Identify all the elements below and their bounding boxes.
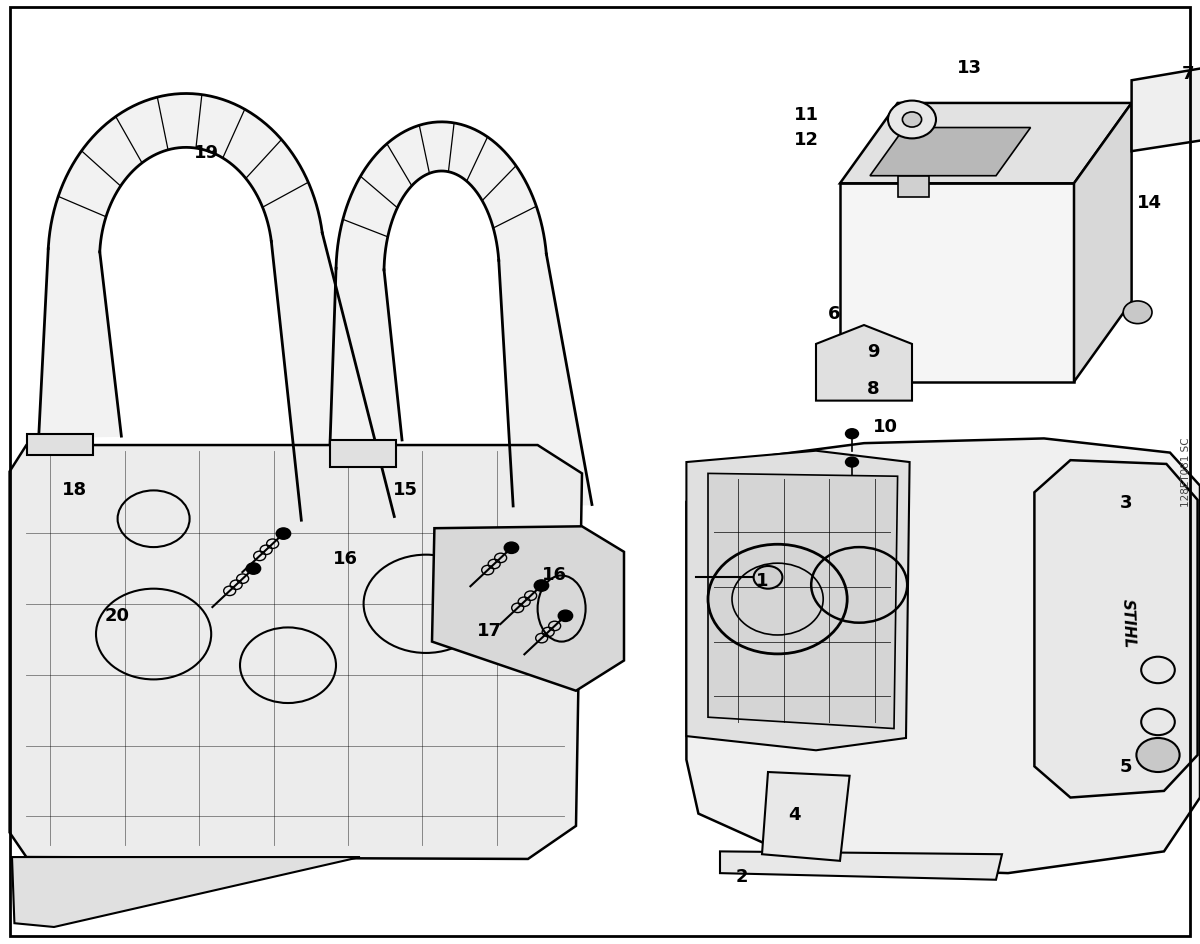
Text: 7: 7 — [1182, 64, 1194, 83]
Circle shape — [246, 564, 260, 575]
Polygon shape — [1034, 461, 1198, 798]
Polygon shape — [12, 857, 360, 927]
Polygon shape — [686, 439, 1200, 873]
Text: 15: 15 — [394, 480, 418, 498]
Polygon shape — [762, 772, 850, 861]
Text: 4: 4 — [788, 804, 800, 823]
Polygon shape — [870, 128, 1031, 177]
Polygon shape — [816, 326, 912, 401]
Polygon shape — [330, 269, 402, 444]
Polygon shape — [271, 234, 395, 521]
Circle shape — [845, 457, 859, 468]
Text: 17: 17 — [478, 621, 502, 640]
Text: 11: 11 — [794, 106, 818, 125]
Text: 16: 16 — [542, 565, 566, 583]
Circle shape — [276, 529, 290, 540]
Polygon shape — [840, 184, 1074, 382]
Circle shape — [504, 543, 518, 554]
Text: 20: 20 — [106, 606, 130, 625]
Text: 128ET081 SC: 128ET081 SC — [1181, 437, 1190, 507]
Text: 2: 2 — [736, 867, 748, 885]
Polygon shape — [686, 451, 910, 750]
Circle shape — [558, 611, 572, 622]
Polygon shape — [432, 527, 624, 691]
Text: 1: 1 — [756, 571, 768, 590]
Text: 16: 16 — [334, 549, 358, 568]
Text: 8: 8 — [868, 379, 880, 398]
Polygon shape — [499, 255, 592, 506]
FancyBboxPatch shape — [898, 177, 929, 197]
Text: 13: 13 — [958, 59, 982, 77]
Polygon shape — [38, 249, 121, 438]
Polygon shape — [336, 123, 546, 271]
Circle shape — [1136, 738, 1180, 772]
Polygon shape — [48, 94, 323, 253]
Circle shape — [888, 102, 936, 140]
Text: 14: 14 — [1138, 194, 1162, 212]
Text: 9: 9 — [868, 342, 880, 361]
Circle shape — [534, 581, 548, 592]
Polygon shape — [708, 474, 898, 729]
Polygon shape — [720, 851, 1002, 880]
FancyBboxPatch shape — [26, 434, 92, 455]
Text: 18: 18 — [62, 480, 86, 498]
Polygon shape — [840, 104, 1132, 184]
Text: 5: 5 — [1120, 757, 1132, 776]
Polygon shape — [1132, 62, 1200, 152]
Polygon shape — [10, 446, 582, 859]
Text: 10: 10 — [874, 417, 898, 436]
Text: 6: 6 — [828, 304, 840, 323]
Text: STIHL: STIHL — [1120, 598, 1136, 648]
Text: 3: 3 — [1120, 493, 1132, 512]
Circle shape — [845, 429, 859, 440]
FancyBboxPatch shape — [330, 441, 396, 467]
Circle shape — [754, 566, 782, 589]
Text: 19: 19 — [194, 143, 218, 162]
Circle shape — [902, 113, 922, 128]
Circle shape — [1123, 302, 1152, 325]
Text: 12: 12 — [794, 130, 818, 149]
Polygon shape — [1074, 104, 1132, 382]
